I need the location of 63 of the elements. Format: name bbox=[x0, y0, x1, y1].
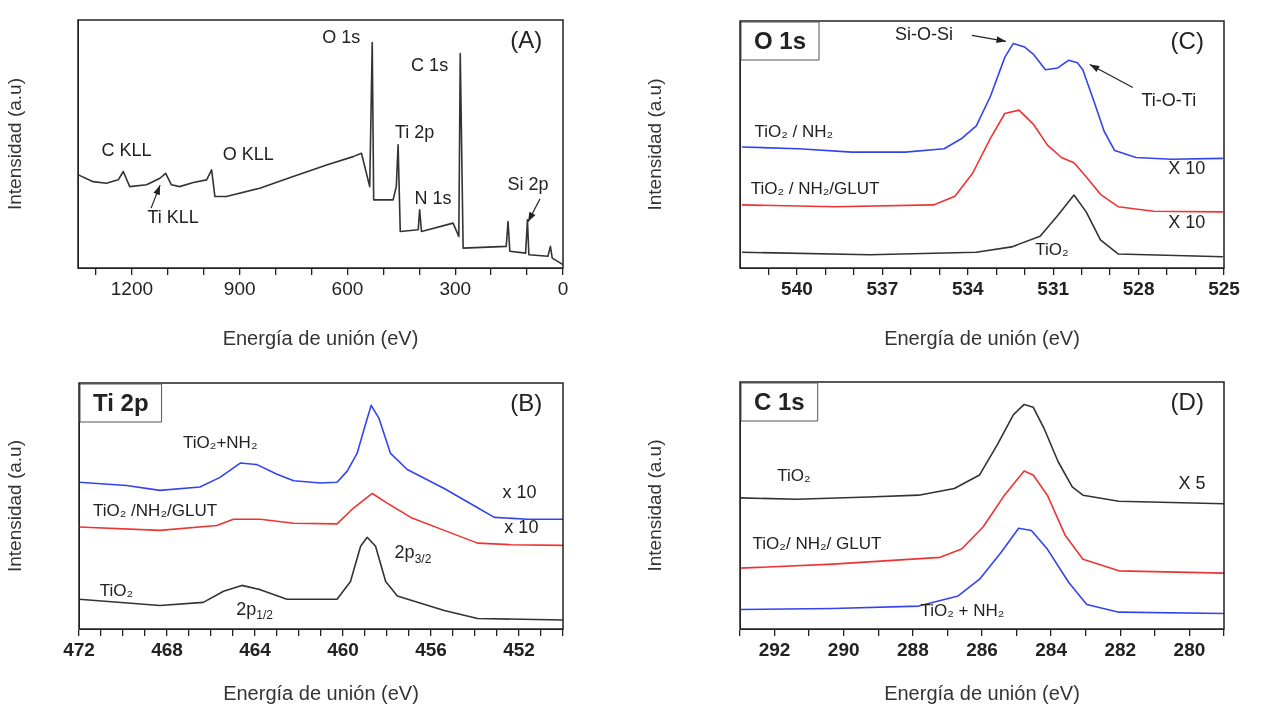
annotation: O KLL bbox=[222, 143, 274, 164]
series-label: TiO₂ / NH₂ bbox=[754, 121, 834, 141]
x-tick-label: 540 bbox=[781, 277, 813, 299]
annotation: X 5 bbox=[1178, 473, 1206, 494]
x-tick-label: 525 bbox=[1208, 277, 1241, 299]
x-tick-label: 452 bbox=[503, 638, 535, 660]
x-tick-label: 288 bbox=[897, 638, 929, 660]
annotation: (A) bbox=[510, 26, 543, 54]
x-tick-label: 468 bbox=[151, 638, 183, 660]
x-tick-label: 292 bbox=[758, 638, 791, 660]
annotation: Si 2p bbox=[507, 173, 549, 194]
x-tick-label: 537 bbox=[866, 277, 899, 299]
series-label: TiO₂/ NH₂/ GLUT bbox=[752, 534, 882, 554]
annotation: Ti KLL bbox=[147, 207, 199, 228]
y-axis-title: Intensidad (a.u) bbox=[643, 78, 665, 211]
x-tick-label: 1200 bbox=[110, 277, 154, 299]
series-label: TiO₂ / NH₂/GLUT bbox=[750, 178, 880, 198]
chart-title: O 1s bbox=[754, 26, 807, 54]
x-tick-label: 900 bbox=[223, 277, 256, 299]
x-tick-label: 286 bbox=[966, 638, 998, 660]
y-axis-title: Intensidad (a.u) bbox=[3, 77, 25, 211]
chart-title: Ti 2p bbox=[93, 388, 149, 416]
annotation: Si-O-Si bbox=[894, 24, 953, 45]
series-label: TiO₂ /NH₂/GLUT bbox=[93, 500, 218, 520]
y-axis-title: Intensidad (a.u) bbox=[643, 439, 665, 572]
x-tick-label: 290 bbox=[827, 638, 860, 660]
x-tick-label: 464 bbox=[239, 638, 272, 660]
x-tick-label: 460 bbox=[327, 638, 359, 660]
x-tick-label: 0 bbox=[557, 277, 569, 299]
x-tick-label: 300 bbox=[439, 277, 472, 299]
x-tick-label: 528 bbox=[1122, 277, 1155, 299]
x-tick-label: 456 bbox=[415, 638, 447, 660]
annotation: X 10 bbox=[1168, 212, 1206, 233]
x-axis-title: Energía de unión (eV) bbox=[884, 326, 1080, 349]
x-tick-label: 282 bbox=[1104, 638, 1137, 660]
annotation: C 1s bbox=[411, 54, 449, 75]
y-axis-title: Intensidad (a.u) bbox=[3, 439, 25, 573]
annotation: (D) bbox=[1170, 388, 1204, 416]
series-label: TiO₂ bbox=[777, 465, 811, 485]
series-label: TiO₂ + NH₂ bbox=[920, 601, 1005, 621]
x-axis-title: Energía de unión (eV) bbox=[884, 681, 1080, 704]
x-tick-label: 531 bbox=[1037, 277, 1070, 299]
annotation: X 10 bbox=[1168, 158, 1206, 179]
chart-title: C 1s bbox=[754, 387, 805, 415]
series-label: TiO₂ bbox=[99, 581, 134, 601]
annotation: x 10 bbox=[504, 517, 539, 538]
annotation: (B) bbox=[510, 389, 543, 417]
x-tick-label: 472 bbox=[63, 638, 95, 660]
annotation: C KLL bbox=[101, 140, 152, 161]
annotation: Ti 2p bbox=[394, 122, 435, 143]
series-label: TiO₂ bbox=[1035, 240, 1069, 260]
x-axis-title: Energía de unión (eV) bbox=[223, 681, 419, 704]
annotation: N 1s bbox=[414, 188, 452, 209]
x-tick-label: 600 bbox=[331, 277, 364, 299]
annotation: x 10 bbox=[502, 482, 537, 503]
annotation: (C) bbox=[1170, 27, 1204, 55]
x-tick-label: 284 bbox=[1035, 638, 1068, 660]
x-axis-title: Energía de unión (eV) bbox=[222, 326, 419, 349]
annotation: O 1s bbox=[322, 27, 361, 48]
x-tick-label: 280 bbox=[1173, 638, 1206, 660]
annotation: Ti-O-Ti bbox=[1141, 90, 1197, 111]
series-label: TiO₂+NH₂ bbox=[183, 433, 258, 453]
x-tick-label: 534 bbox=[951, 277, 985, 299]
